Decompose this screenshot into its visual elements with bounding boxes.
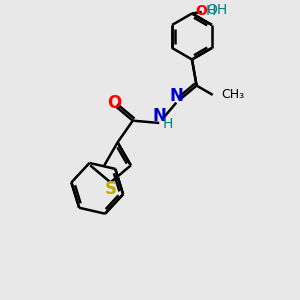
Text: O: O: [195, 4, 207, 17]
Text: N: N: [169, 87, 183, 105]
Text: H: H: [206, 4, 216, 17]
Text: H: H: [163, 117, 173, 131]
Text: S: S: [104, 180, 116, 198]
Text: O: O: [107, 94, 121, 112]
Text: CH₃: CH₃: [221, 88, 244, 101]
Text: OH: OH: [207, 3, 228, 16]
Text: N: N: [152, 107, 166, 125]
